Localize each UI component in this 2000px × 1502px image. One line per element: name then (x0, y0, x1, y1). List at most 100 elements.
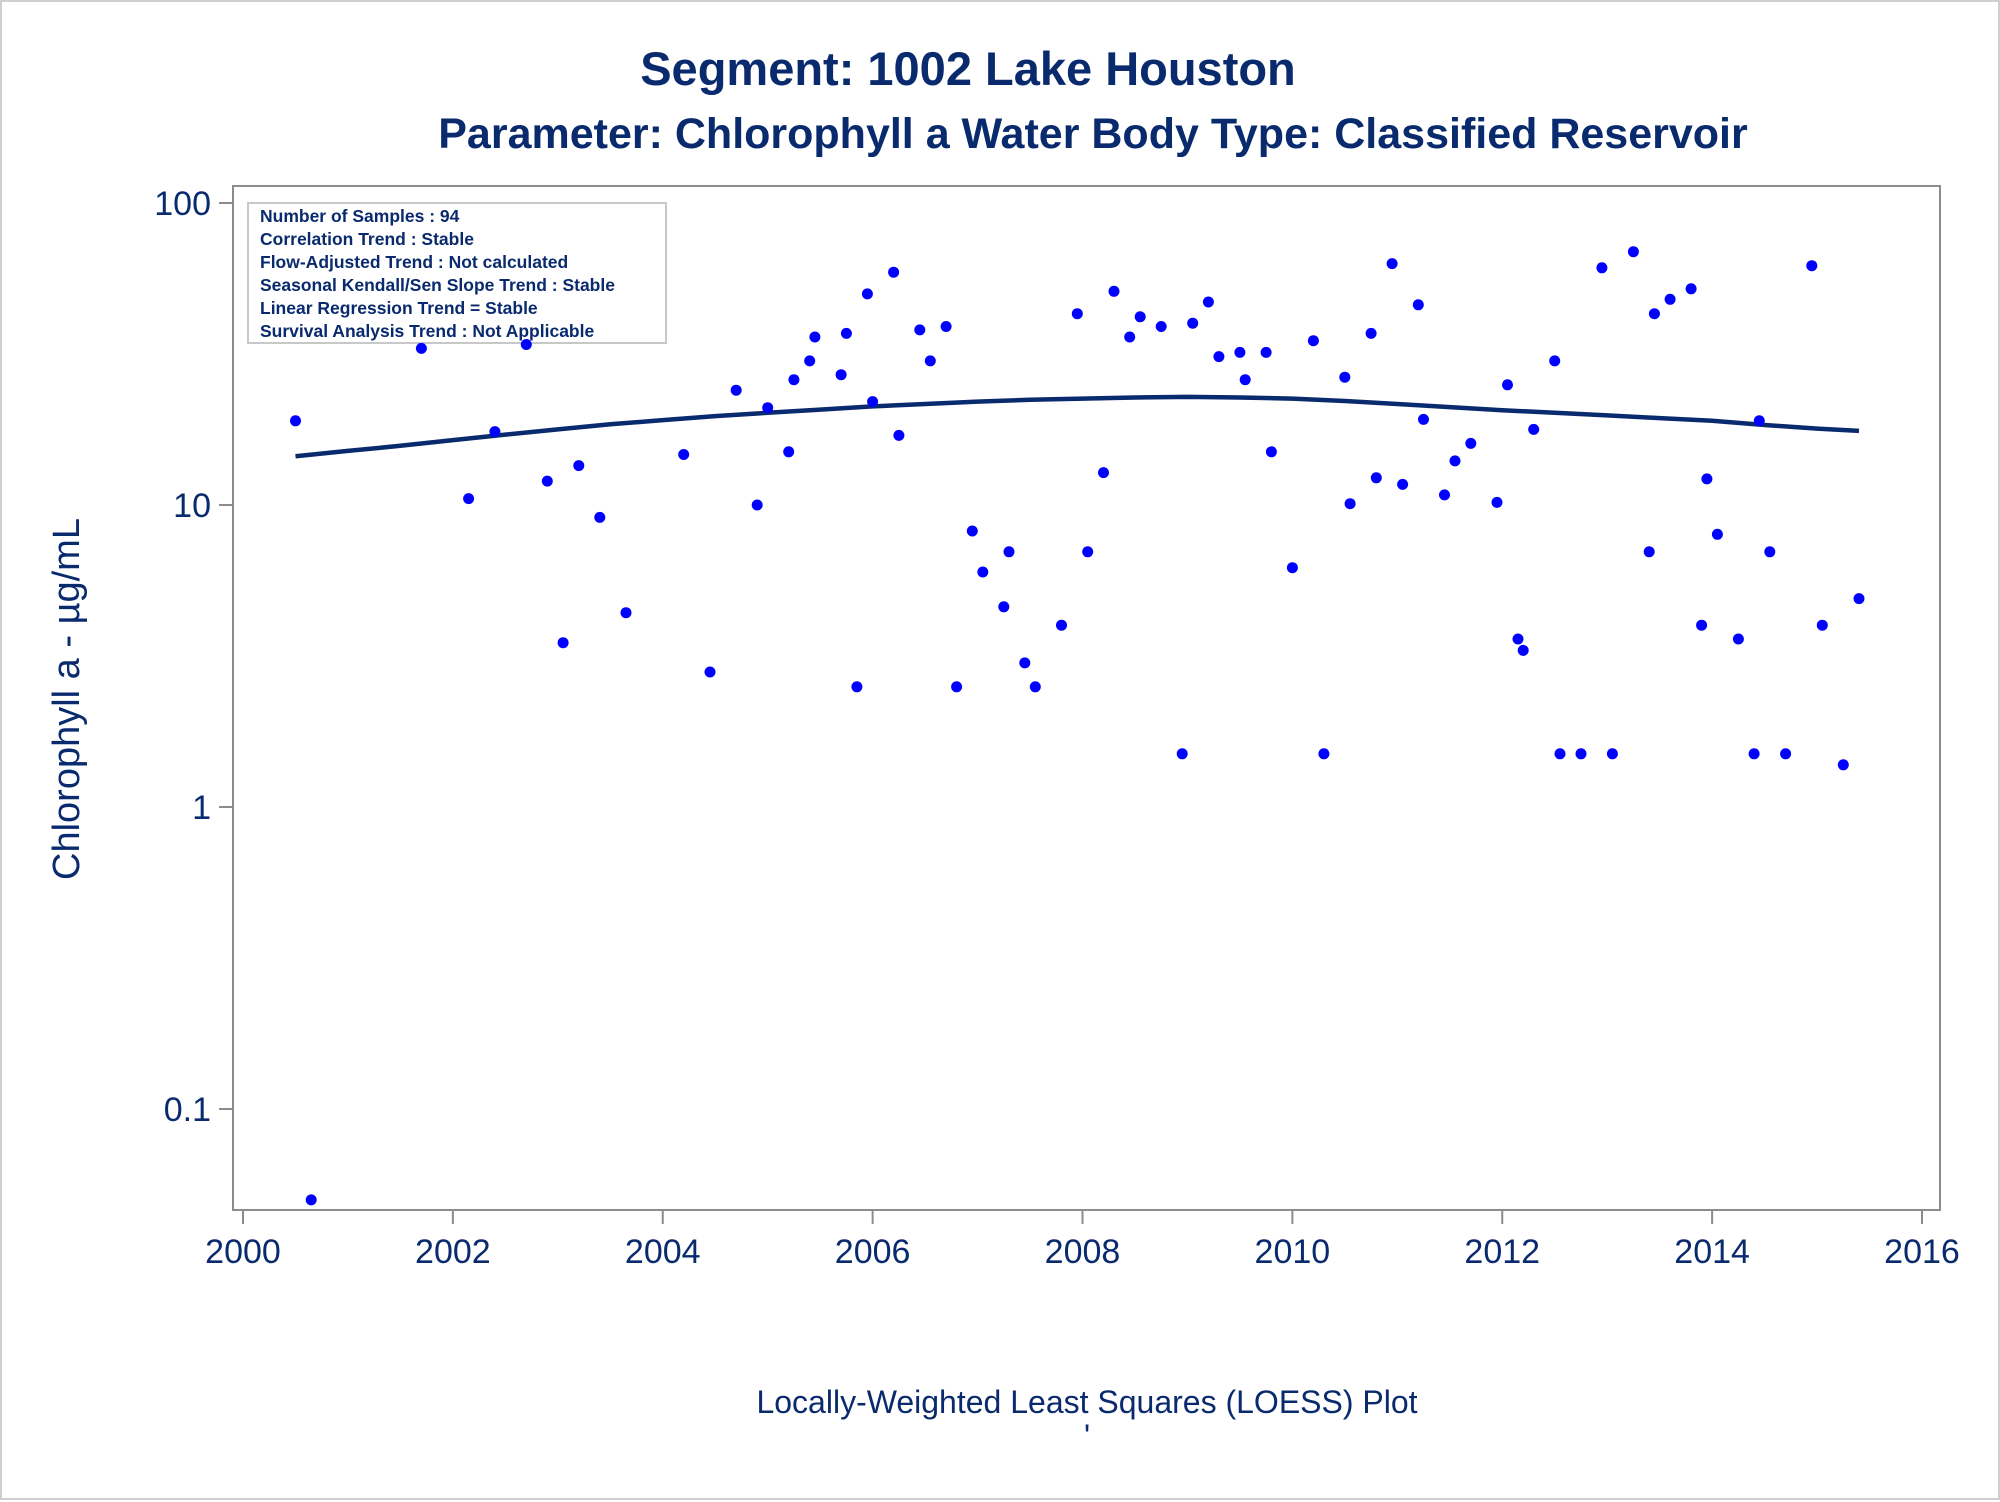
data-point (1696, 619, 1708, 631)
data-point (1286, 562, 1298, 574)
data-point (788, 374, 800, 386)
x-tick-label: 2010 (1255, 1233, 1331, 1271)
data-point (1071, 308, 1083, 320)
data-point (1711, 528, 1723, 540)
data-point (1606, 748, 1618, 760)
data-point (573, 460, 585, 472)
data-point (966, 525, 978, 537)
data-point (1853, 593, 1865, 605)
data-point (620, 607, 632, 619)
data-point (1370, 472, 1382, 484)
data-point (1701, 473, 1713, 485)
loess-curve (295, 394, 1860, 459)
data-point (977, 566, 989, 578)
data-point (1764, 546, 1776, 558)
data-point (809, 331, 821, 343)
data-point (951, 681, 963, 693)
data-point (1418, 413, 1429, 425)
data-point (762, 402, 774, 414)
data-point (1549, 355, 1561, 367)
data-point (835, 369, 847, 381)
data-point (1234, 346, 1246, 358)
data-point (1465, 437, 1477, 449)
x-tick-label: 2006 (835, 1233, 911, 1271)
data-point (1554, 748, 1566, 760)
plot-area (232, 185, 1941, 1211)
data-point (940, 321, 952, 332)
data-point (998, 601, 1010, 613)
data-point (1003, 546, 1015, 558)
data-point (463, 493, 475, 505)
data-point (1155, 321, 1167, 332)
data-point (1648, 308, 1660, 320)
data-point (730, 384, 742, 396)
data-point (1098, 467, 1109, 479)
data-point (1491, 496, 1503, 508)
y-tick-label: 0.1 (164, 1091, 211, 1129)
data-point (840, 327, 852, 339)
chart-subtitle: Parameter: Chlorophyll a Water Body Type… (438, 110, 1748, 158)
data-point (704, 666, 716, 678)
data-point (290, 415, 301, 427)
x-tick-label: 2014 (1674, 1233, 1750, 1271)
data-point (1213, 351, 1225, 363)
x-tick-label: 2000 (205, 1233, 281, 1271)
stats-box-border (247, 202, 667, 344)
stats-line-flow-adjusted: Flow-Adjusted Trend : Not calculated (260, 252, 568, 272)
data-point (1239, 374, 1251, 386)
data-point (1108, 285, 1120, 297)
data-point (1412, 299, 1424, 311)
loess-layer (295, 394, 1860, 459)
data-point (1265, 446, 1277, 458)
chart-footnote: Locally-Weighted Least Squares (LOESS) P… (756, 1384, 1417, 1420)
data-point (1187, 317, 1199, 329)
data-point (1685, 283, 1697, 295)
data-point (1318, 748, 1330, 760)
data-point (594, 511, 606, 523)
data-point (804, 355, 816, 367)
y-tick-label: 1 (192, 789, 211, 827)
data-point (1664, 293, 1676, 305)
data-point (861, 288, 873, 300)
data-point (1643, 546, 1655, 558)
data-points (290, 246, 1865, 1206)
data-point (1202, 296, 1214, 308)
data-point (1056, 619, 1067, 631)
stats-box: Number of Samples : 94 Correlation Trend… (247, 202, 667, 344)
data-point (783, 446, 795, 458)
stats-line-survival: Survival Analysis Trend : Not Applicable (260, 321, 594, 341)
data-point (1439, 489, 1450, 501)
data-point (489, 426, 501, 438)
data-point (1806, 260, 1818, 272)
data-point (1365, 327, 1377, 339)
data-point (1753, 415, 1765, 427)
chart-footnote-mark: ' (1084, 1418, 1090, 1454)
data-point (1502, 379, 1513, 391)
data-point (1816, 619, 1828, 631)
data-point (867, 396, 879, 408)
data-point (1575, 748, 1587, 760)
data-point (851, 681, 863, 693)
y-axis: 0.1 1 10 100 (154, 185, 233, 1129)
x-tick-label: 2002 (415, 1233, 491, 1271)
data-point (1748, 748, 1760, 760)
data-point (1344, 498, 1356, 510)
x-tick-label: 2016 (1884, 1233, 1960, 1271)
data-point (751, 499, 763, 511)
data-point (1260, 346, 1272, 358)
stats-line-correlation: Correlation Trend : Stable (260, 229, 474, 249)
data-point (1029, 681, 1041, 693)
data-point (914, 324, 926, 336)
stats-line-seasonal-kendall: Seasonal Kendall/Sen Slope Trend : Stabl… (260, 275, 615, 295)
data-point (541, 475, 553, 487)
data-point (1397, 478, 1409, 490)
data-point (1517, 644, 1529, 656)
x-tick-label: 2004 (625, 1233, 701, 1271)
data-point (557, 637, 569, 649)
data-point (1627, 246, 1639, 258)
data-point (924, 355, 936, 367)
data-point (1386, 258, 1398, 270)
stats-line-samples: Number of Samples : 94 (260, 206, 460, 226)
data-point (1082, 546, 1094, 558)
